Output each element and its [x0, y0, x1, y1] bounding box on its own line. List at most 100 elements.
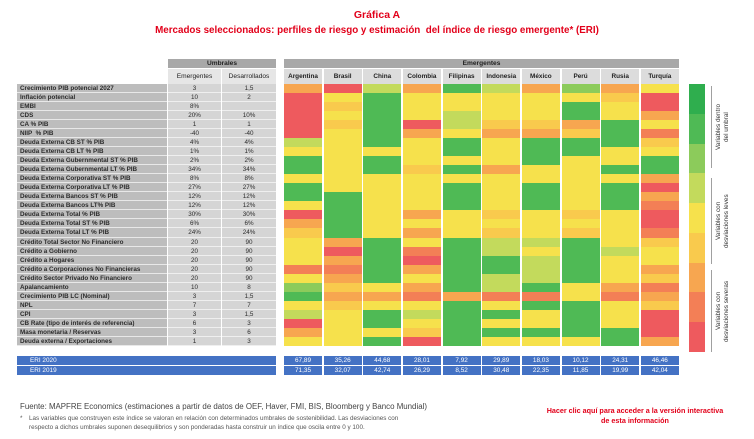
heatmap-cell	[363, 300, 402, 310]
heatmap-cell	[442, 282, 481, 292]
heatmap-cell	[640, 120, 679, 130]
threshold-emergentes: 20	[168, 264, 221, 274]
row-label: Deuda Externa Bancos LT% PIB	[17, 201, 167, 211]
heatmap-cell	[363, 147, 402, 157]
heatmap-cell	[323, 210, 362, 220]
heatmap-cell	[402, 102, 441, 112]
threshold-desarrollados: 7	[222, 300, 276, 310]
threshold-desarrollados: 8%	[222, 174, 276, 184]
heatmap-cell	[442, 219, 481, 229]
heatmap-cell	[323, 174, 362, 184]
eri-label: ERI 2020	[17, 356, 276, 365]
heatmap-cell	[601, 165, 640, 175]
heatmap-cell	[402, 327, 441, 337]
heatmap-cell	[363, 336, 402, 346]
heatmap-cell	[482, 120, 521, 130]
heatmap-cell	[521, 156, 560, 166]
heatmap-cell	[601, 120, 640, 130]
heatmap-cell	[640, 264, 679, 274]
heatmap-cell	[284, 102, 322, 112]
heatmap-cell	[284, 336, 322, 346]
threshold-desarrollados: 8	[222, 282, 276, 292]
heatmap-cell	[284, 201, 322, 211]
heatmap-cell	[442, 300, 481, 310]
threshold-emergentes: 1	[168, 120, 221, 130]
interactive-version-link[interactable]: Hacer clic aquí para acceder a la versió…	[522, 406, 748, 426]
heatmap-cell	[323, 255, 362, 265]
heatmap-cell	[442, 147, 481, 157]
heatmap-cell	[323, 246, 362, 256]
heatmap-cell	[284, 282, 322, 292]
heatmap-cell	[601, 192, 640, 202]
heatmap-cell	[363, 309, 402, 319]
heatmap-cell	[561, 327, 600, 337]
link-line[interactable]: Hacer clic aquí para acceder a la versió…	[546, 406, 724, 415]
heatmap-cell	[402, 291, 441, 301]
heatmap-cell	[601, 147, 640, 157]
table-row: Crédito Total Sector No Financiero 20 90	[0, 237, 682, 247]
footnote-marker: *	[20, 415, 23, 422]
heatmap-cell	[601, 273, 640, 283]
heatmap-cell	[521, 327, 560, 337]
heatmap-cell	[601, 327, 640, 337]
legend-swatch	[689, 322, 705, 353]
heatmap-cell	[363, 93, 402, 103]
heatmap-cell	[442, 309, 481, 319]
legend-label-line: desviaciones leves	[723, 194, 730, 248]
table-row: Deuda Externa Gubernmental LT % PIB 34% 34…	[0, 165, 682, 175]
heatmap-cell	[482, 327, 521, 337]
heatmap-cell	[442, 336, 481, 346]
heatmap-cell	[561, 156, 600, 166]
heatmap-cell	[402, 93, 441, 103]
heatmap-cell	[284, 318, 322, 328]
heatmap-cell	[601, 309, 640, 319]
eri-value: 8,52	[442, 366, 481, 375]
heatmap-cell	[482, 246, 521, 256]
heatmap-cell	[323, 183, 362, 193]
heatmap-cell	[561, 255, 600, 265]
heatmap-cell	[601, 84, 640, 94]
row-label: NIIP % PIB	[17, 129, 167, 139]
threshold-emergentes: 24%	[168, 228, 221, 238]
heatmap-cell	[323, 264, 362, 274]
heatmap-cell	[601, 174, 640, 184]
heatmap-cell	[284, 309, 322, 319]
heatmap-cell	[561, 102, 600, 112]
heatmap-cell	[363, 291, 402, 301]
heatmap-cell	[442, 291, 481, 301]
country-header: Rusia	[601, 69, 640, 84]
heatmap-cell	[482, 102, 521, 112]
table-row: Crédito a Hogares 20 90	[0, 255, 682, 265]
heatmap-cell	[561, 291, 600, 301]
heatmap-cell	[402, 228, 441, 238]
row-label: CB Rate (tipo de interés de referencia)	[17, 318, 167, 328]
threshold-desarrollados: 2	[222, 93, 276, 103]
heatmap-cell	[284, 291, 322, 301]
heatmap-cell	[402, 120, 441, 130]
heatmap-cell	[442, 111, 481, 121]
heatmap-cell	[640, 201, 679, 211]
heatmap-cell	[601, 183, 640, 193]
eri-value: 11,85	[561, 366, 600, 375]
heatmap-cell	[402, 219, 441, 229]
heatmap-cell	[601, 210, 640, 220]
heatmap-cell	[482, 291, 521, 301]
heatmap-cell	[561, 246, 600, 256]
heatmap-cell	[601, 300, 640, 310]
link-line[interactable]: de esta información	[601, 416, 669, 425]
heatmap-cell	[482, 129, 521, 139]
heatmap-cell	[442, 201, 481, 211]
heatmap-cell	[640, 93, 679, 103]
eri-value: 29,89	[482, 356, 521, 365]
heatmap-cell	[521, 147, 560, 157]
heatmap-cell	[561, 228, 600, 238]
heatmap-cell	[601, 282, 640, 292]
heatmap-cell	[601, 111, 640, 121]
row-label: Deuda Externa Gubernmental ST % PIB	[17, 156, 167, 166]
heatmap-cell	[442, 192, 481, 202]
heatmap-cell	[323, 129, 362, 139]
heatmap-cell	[363, 138, 402, 148]
heatmap-cell	[402, 255, 441, 265]
row-label: CDS	[17, 111, 167, 121]
heatmap-cell	[442, 246, 481, 256]
